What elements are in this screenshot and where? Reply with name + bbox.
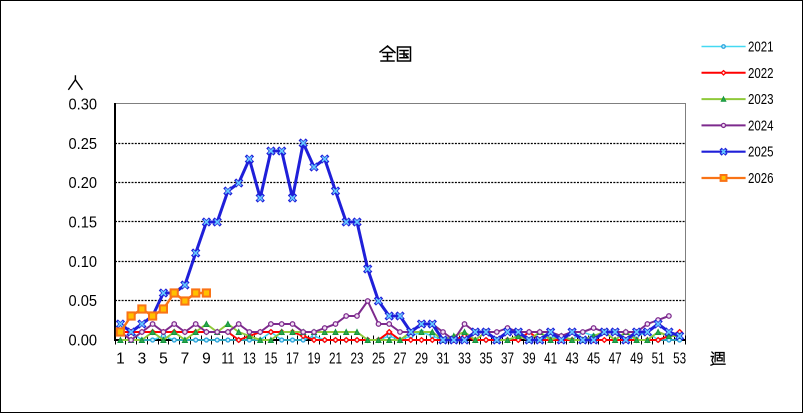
svg-text:2026: 2026 (748, 171, 774, 187)
svg-text:0.10: 0.10 (69, 254, 98, 271)
svg-text:0.20: 0.20 (69, 175, 98, 192)
svg-text:2023: 2023 (748, 92, 774, 108)
svg-text:1: 1 (116, 351, 125, 368)
svg-text:0.15: 0.15 (69, 215, 98, 232)
svg-text:3: 3 (138, 351, 147, 368)
svg-text:41: 41 (544, 351, 557, 368)
svg-text:37: 37 (501, 351, 514, 368)
svg-text:2024: 2024 (748, 118, 774, 134)
svg-text:15: 15 (264, 351, 277, 368)
svg-text:2025: 2025 (748, 145, 774, 161)
svg-text:47: 47 (609, 351, 622, 368)
svg-text:17: 17 (286, 351, 299, 368)
svg-text:0.00: 0.00 (69, 333, 98, 350)
svg-text:43: 43 (566, 351, 579, 368)
svg-text:23: 23 (351, 351, 364, 368)
svg-text:53: 53 (673, 351, 686, 368)
svg-text:0.25: 0.25 (69, 136, 98, 153)
svg-text:49: 49 (630, 351, 643, 368)
svg-text:29: 29 (415, 351, 428, 368)
svg-text:27: 27 (394, 351, 407, 368)
svg-text:19: 19 (308, 351, 321, 368)
svg-text:31: 31 (437, 351, 450, 368)
svg-text:25: 25 (372, 351, 385, 368)
svg-text:9: 9 (202, 351, 211, 368)
svg-text:11: 11 (221, 351, 234, 368)
svg-text:39: 39 (523, 351, 536, 368)
svg-text:2021: 2021 (748, 40, 774, 56)
svg-text:33: 33 (458, 351, 471, 368)
svg-text:51: 51 (652, 351, 665, 368)
svg-text:0.30: 0.30 (69, 97, 98, 114)
svg-text:35: 35 (480, 351, 493, 368)
svg-text:0.05: 0.05 (69, 293, 98, 310)
svg-text:7: 7 (181, 351, 190, 368)
svg-text:45: 45 (587, 351, 600, 368)
svg-text:5: 5 (159, 351, 168, 368)
svg-text:13: 13 (243, 351, 256, 368)
svg-text:2022: 2022 (748, 66, 774, 82)
svg-text:21: 21 (329, 351, 342, 368)
